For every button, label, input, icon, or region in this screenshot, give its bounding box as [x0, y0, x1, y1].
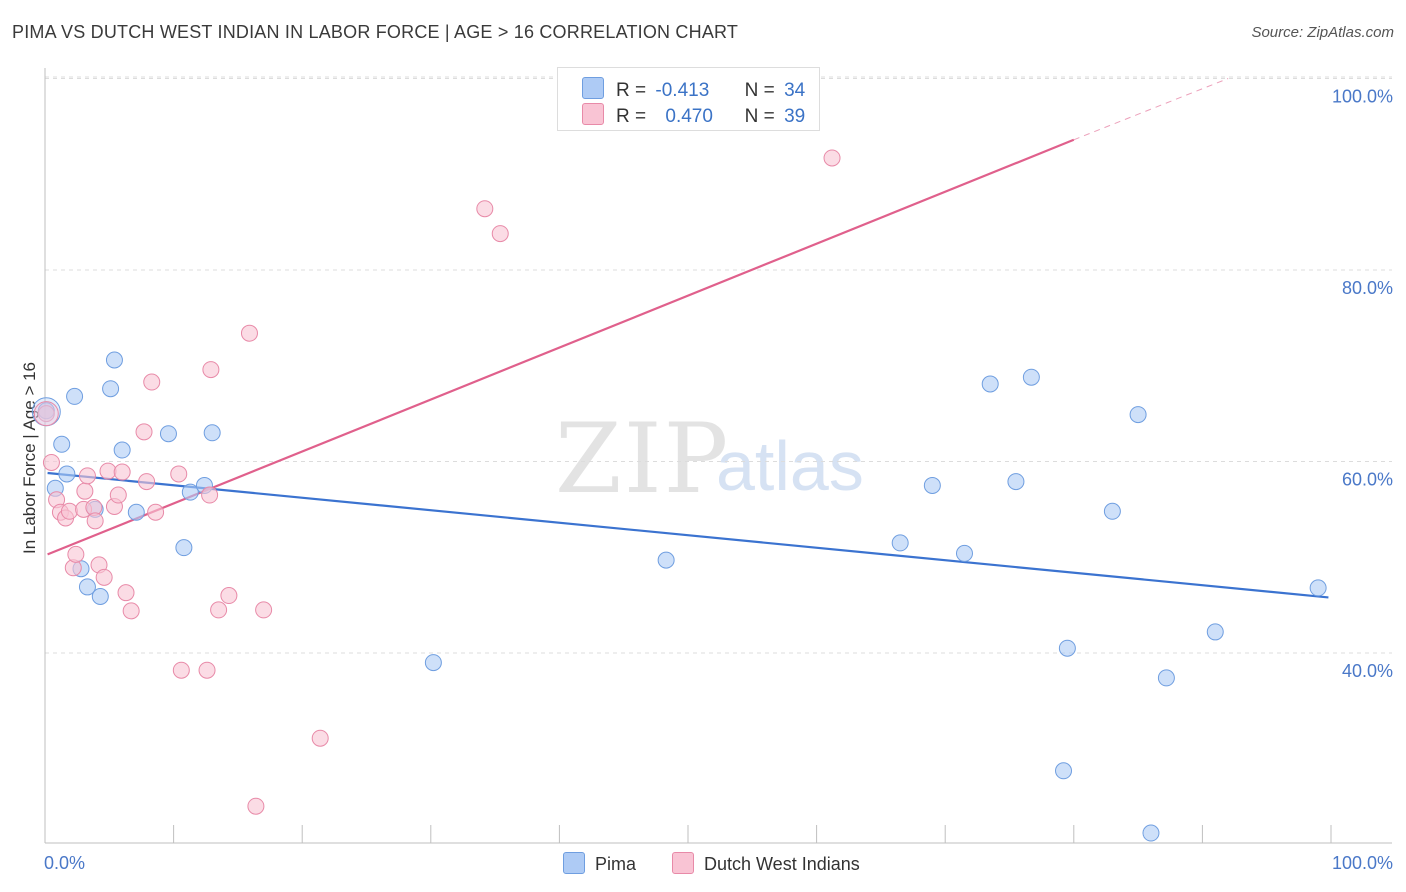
- pima-point: [175, 539, 193, 557]
- dutch-west-indians-trend-line-extension: [1073, 78, 1229, 141]
- pima-point: [58, 465, 76, 483]
- pima-point: [1129, 406, 1147, 424]
- dutch-west-indians-point: [170, 465, 188, 483]
- legend-n-value-dutch-west-indians: 39: [784, 106, 806, 127]
- tick-labels: 40.0% 60.0% 80.0% 100.0% 0.0% 100.0%: [44, 87, 1393, 874]
- dutch-west-indians-point: [138, 473, 156, 491]
- dutch-west-indians-point: [109, 486, 127, 504]
- y-tick-label: 80.0%: [1342, 278, 1393, 298]
- dutch-west-indians-point: [476, 200, 494, 218]
- dutch-west-indians-point: [823, 149, 841, 167]
- y-tick-label: 60.0%: [1342, 470, 1393, 490]
- legend-n-label: N =: [744, 80, 775, 101]
- dutch-west-indians-point: [198, 661, 216, 679]
- pima-point: [203, 424, 221, 442]
- legend-row-dutch-west-indians: R = 0.470 N = 39: [582, 103, 806, 127]
- pima-point: [1309, 579, 1327, 597]
- dutch-west-indians-point: [255, 601, 273, 619]
- dutch-west-indians-point: [311, 729, 329, 747]
- dutch-west-indians-point: [135, 423, 153, 441]
- pima-point: [1055, 762, 1073, 780]
- source-credit: Source: ZipAtlas.com: [1251, 24, 1394, 41]
- bottom-legend-label-dutch-west-indians: Dutch West Indians: [704, 854, 860, 874]
- pima-point: [159, 425, 177, 443]
- pima-point: [1103, 502, 1121, 520]
- dutch-west-indians-point: [147, 503, 165, 521]
- dutch-west-indians-point: [122, 602, 140, 620]
- bottom-legend-label-pima: Pima: [595, 854, 637, 874]
- dutch-west-indians-point: [37, 405, 55, 423]
- pima-point: [657, 551, 675, 569]
- dutch-west-indians-point: [202, 361, 220, 379]
- dutch-west-indians-point: [201, 486, 219, 504]
- dutch-west-indians-point: [247, 797, 265, 815]
- dutch-west-indians-point: [78, 467, 96, 485]
- dutch-west-indians-point: [491, 225, 509, 243]
- legend-r-value-pima: -0.413: [655, 80, 710, 101]
- bottom-legend-swatch-dutch-west-indians: [672, 852, 694, 874]
- pima-point: [424, 654, 442, 672]
- y-tick-label: 100.0%: [1332, 87, 1393, 107]
- dutch-west-indians-point: [76, 482, 94, 500]
- dutch-west-indians-point: [95, 568, 113, 586]
- pima-point: [1007, 473, 1025, 491]
- pima-point: [1157, 669, 1175, 687]
- pima-point: [102, 380, 120, 398]
- pima-point: [1206, 623, 1224, 641]
- pima-point: [127, 503, 145, 521]
- bottom-legend-dutch-west-indians: Dutch West Indians: [672, 852, 860, 875]
- axes: [44, 68, 1392, 844]
- trend-lines: [47, 78, 1329, 599]
- pima-point: [91, 588, 109, 606]
- y-tick-label: 40.0%: [1342, 661, 1393, 681]
- pima-point: [1022, 368, 1040, 386]
- pima-point: [981, 375, 999, 393]
- legend-n-label: N =: [744, 106, 775, 127]
- dutch-west-indians-point: [99, 462, 117, 480]
- x-tick-label: 100.0%: [1332, 853, 1393, 873]
- pima-point: [66, 387, 84, 405]
- x-tick-label: 0.0%: [44, 853, 85, 873]
- pima-point: [181, 483, 199, 501]
- legend-r-label: R =: [616, 106, 647, 127]
- pima-point: [1058, 639, 1076, 657]
- legend-row-pima: R = -0.413 N = 34: [582, 77, 806, 101]
- gridlines: [45, 76, 1392, 654]
- pima-trend-line: [47, 471, 1329, 599]
- dutch-west-indians-point: [60, 502, 78, 520]
- legend-r-value-dutch-west-indians: 0.470: [665, 106, 713, 127]
- dutch-west-indians-point: [86, 512, 104, 530]
- dutch-west-indians-point: [220, 587, 238, 605]
- bottom-legend-swatch-pima: [563, 852, 585, 874]
- pima-point: [955, 544, 973, 562]
- pima-point: [891, 534, 909, 552]
- dutch-west-indians-point: [240, 324, 258, 342]
- bottom-legend-pima: Pima: [563, 852, 636, 875]
- chart-title: PIMA VS DUTCH WEST INDIAN IN LABOR FORCE…: [12, 22, 739, 42]
- pima-point: [78, 578, 96, 596]
- dutch-west-indians-point: [117, 584, 135, 602]
- legend-swatch-dutch-west-indians: [582, 103, 604, 125]
- dutch-west-indians-point: [172, 661, 190, 679]
- dutch-west-indians-point: [42, 453, 60, 471]
- pima-point: [113, 441, 131, 459]
- dutch-west-indians-point: [210, 601, 228, 619]
- watermark-atlas: atlas: [716, 427, 864, 505]
- dutch-west-indians-point-cluster: [33, 401, 59, 427]
- correlation-legend: R = -0.413 N = 34 R = 0.470 N = 39: [557, 67, 820, 131]
- pima-point: [53, 435, 71, 453]
- dutch-west-indians-point: [143, 373, 161, 391]
- watermark-zip: ZIP: [555, 403, 730, 515]
- dutch-west-indians-point: [113, 463, 131, 481]
- dutch-west-indians-point: [67, 545, 85, 563]
- pima-point: [1142, 824, 1160, 842]
- pima-point: [105, 351, 123, 369]
- dutch-west-indians-trend-line: [47, 138, 1075, 556]
- pima-point: [923, 476, 941, 494]
- legend-swatch-pima: [582, 77, 604, 99]
- legend-n-value-pima: 34: [784, 80, 806, 101]
- data-points: [31, 149, 1327, 842]
- legend-r-label: R =: [616, 80, 647, 101]
